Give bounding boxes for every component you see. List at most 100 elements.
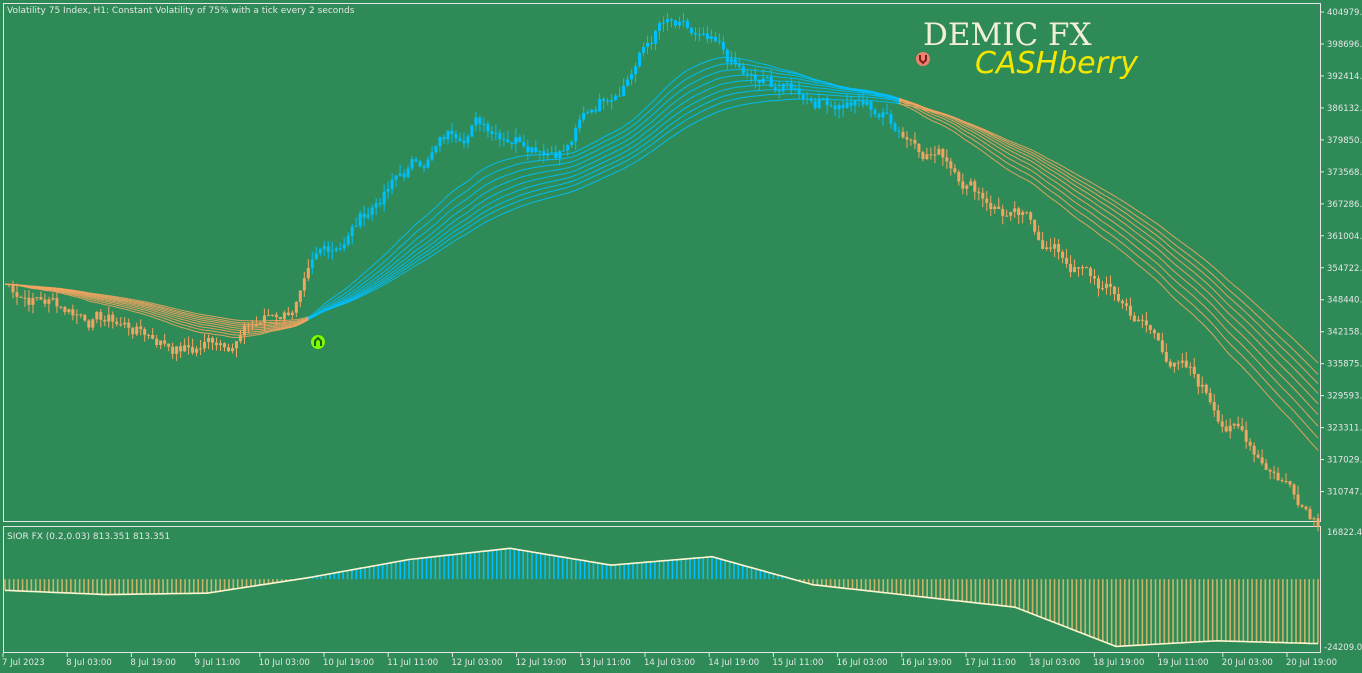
ribbon-segment (615, 170, 620, 173)
ribbon-segment (922, 106, 928, 109)
candle-body (582, 112, 586, 120)
ribbon-segment (471, 217, 477, 221)
ribbon-segment (407, 267, 413, 271)
ribbon-segment (918, 107, 924, 110)
ribbon-segment (196, 331, 201, 334)
price-label: 335875. (1327, 360, 1362, 370)
ribbon-segment (447, 237, 453, 241)
ribbon-segment (1305, 361, 1311, 367)
ribbon-segment (280, 326, 285, 328)
ribbon-segment (591, 175, 596, 178)
ribbon-segment (1261, 376, 1267, 383)
ribbon-segment (1118, 239, 1123, 244)
ribbon-segment (391, 277, 397, 281)
ribbon-segment (499, 206, 505, 210)
ribbon-segment (639, 127, 644, 132)
ribbon-segment (1189, 293, 1195, 298)
ribbon-segment (471, 221, 477, 226)
candle-body (462, 140, 466, 144)
ribbon-segment (1273, 348, 1279, 354)
ribbon-segment (491, 171, 497, 174)
ribbon-segment (184, 327, 189, 330)
ribbon-segment (1265, 370, 1271, 376)
ribbon-segment (1078, 179, 1083, 183)
ribbon-segment (327, 301, 333, 305)
ribbon-segment (311, 310, 317, 316)
ribbon-segment (491, 162, 497, 166)
ribbon-segment (1086, 203, 1091, 207)
ribbon-segment (918, 109, 924, 113)
ribbon-segment (1006, 140, 1011, 144)
ribbon-segment (839, 89, 844, 92)
ribbon-segment (691, 122, 696, 126)
ribbon-segment (643, 112, 648, 117)
ribbon-segment (503, 166, 509, 169)
ribbon-segment (827, 83, 832, 86)
candle-body (262, 315, 266, 324)
ribbon-segment (1154, 245, 1159, 250)
candle-body (646, 42, 650, 47)
ribbon-segment (815, 81, 820, 84)
candle-body (51, 298, 55, 300)
ribbon-segment (1309, 365, 1315, 371)
ribbon-segment (216, 331, 221, 333)
candle-body (765, 77, 769, 79)
ribbon-segment (1026, 151, 1031, 155)
ribbon-segment (1066, 168, 1071, 172)
ribbon-segment (503, 188, 509, 191)
candle-body (203, 341, 207, 349)
ribbon-segment (671, 126, 676, 131)
ribbon-segment (655, 120, 660, 126)
ribbon-segment (1281, 410, 1287, 416)
ribbon-segment (615, 128, 620, 132)
ribbon-segment (595, 173, 600, 177)
ribbon-segment (60, 291, 65, 294)
ribbon-segment (647, 144, 652, 148)
ribbon-segment (1189, 311, 1195, 317)
ribbon-segment (487, 212, 493, 216)
ribbon-segment (551, 189, 556, 192)
main-panel-frame (3, 3, 1321, 522)
candle-body (1152, 329, 1156, 334)
candle-body (1312, 518, 1316, 520)
ribbon-segment (707, 87, 712, 91)
ribbon-segment (411, 254, 417, 259)
ribbon-segment (599, 166, 604, 170)
ribbon-segment (503, 205, 509, 208)
ribbon-segment (639, 109, 644, 115)
ribbon-segment (76, 293, 81, 296)
ribbon-segment (1182, 242, 1187, 247)
ribbon-segment (511, 207, 517, 211)
candle-body (382, 191, 386, 205)
ribbon-segment (379, 271, 385, 276)
ribbon-segment (679, 115, 684, 119)
ribbon-segment (1245, 320, 1251, 326)
ribbon-segment (403, 260, 409, 265)
ribbon-segment (938, 112, 943, 115)
ribbon-segment (751, 60, 756, 63)
ribbon-segment (1134, 230, 1139, 235)
ribbon-segment (1237, 331, 1243, 336)
ribbon-segment (994, 148, 999, 153)
candle-body (274, 314, 278, 318)
ribbon-segment (319, 303, 325, 308)
ribbon-segment (639, 156, 644, 160)
ribbon-segment (1018, 169, 1023, 173)
ribbon-segment (1313, 399, 1319, 405)
ribbon-segment (435, 226, 441, 231)
ribbon-segment (475, 214, 481, 218)
candle-body (773, 86, 777, 91)
ribbon-segment (467, 224, 473, 229)
ribbon-segment (1245, 338, 1251, 344)
ribbon-segment (918, 112, 924, 117)
ribbon-segment (140, 310, 145, 313)
ribbon-segment (655, 145, 660, 150)
ribbon-segment (1050, 165, 1055, 169)
ribbon-segment (1249, 308, 1255, 313)
ribbon-segment (611, 165, 616, 169)
ribbon-segment (1178, 274, 1183, 279)
ribbon-segment (559, 187, 564, 190)
ribbon-segment (898, 103, 904, 106)
ribbon-segment (1058, 163, 1063, 167)
ribbon-segment (1006, 148, 1011, 152)
